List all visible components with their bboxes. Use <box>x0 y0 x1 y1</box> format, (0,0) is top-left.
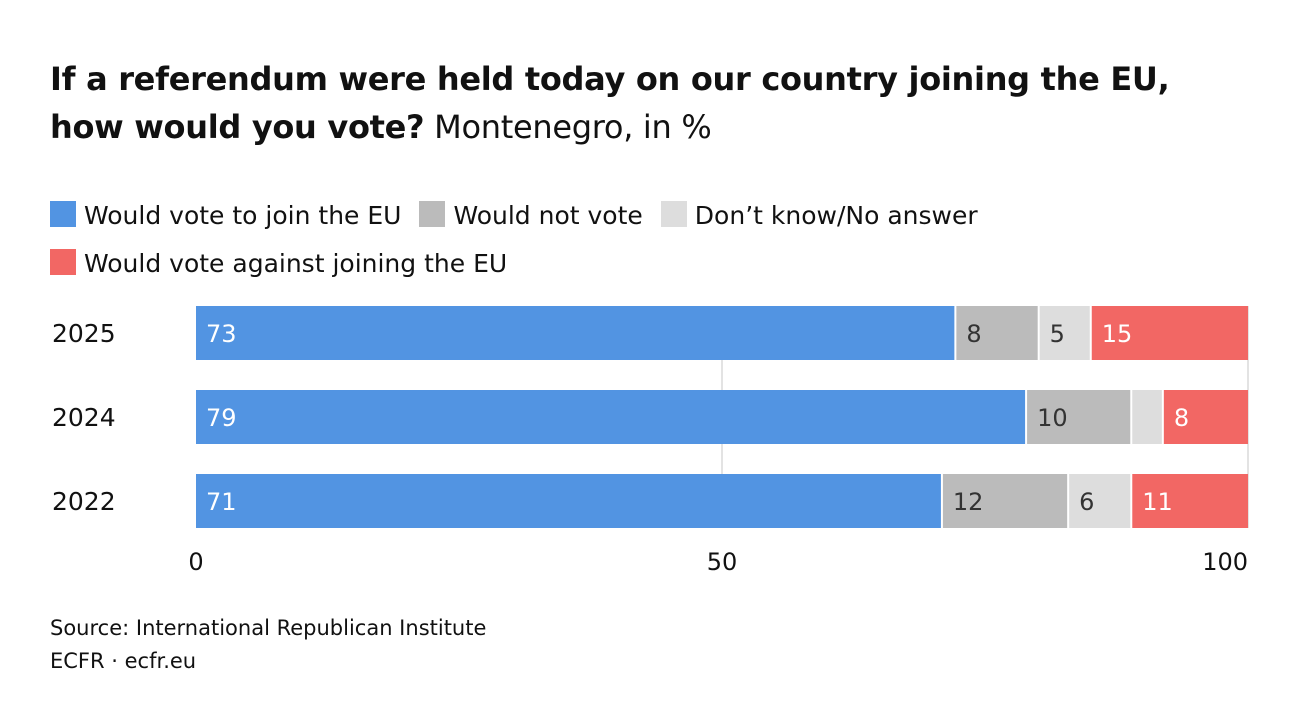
legend-label: Don’t know/No answer <box>694 201 978 230</box>
legend-swatch <box>50 249 76 275</box>
bar-segment <box>1039 306 1090 360</box>
chart-title: If a referendum were held today on our c… <box>50 55 1250 151</box>
legend-item: Would vote against joining the EU <box>50 240 507 288</box>
data-label: 73 <box>206 320 237 348</box>
legend: Would vote to join the EU Would not vote D… <box>50 192 1230 288</box>
bar-segment <box>196 390 1026 444</box>
legend-swatch <box>419 201 446 227</box>
bar-segment <box>1132 390 1162 444</box>
title-subtitle: Montenegro, in % <box>434 108 712 146</box>
legend-swatch <box>50 201 76 227</box>
bar-segment <box>1132 474 1248 528</box>
credit-text: ECFR · ecfr.eu <box>50 649 197 673</box>
x-tick-label: 50 <box>707 548 738 576</box>
data-label: 71 <box>206 488 237 516</box>
data-label: 11 <box>1142 488 1173 516</box>
category-label: 2022 <box>52 487 116 516</box>
bar-segment <box>942 474 1068 528</box>
data-label: 8 <box>966 320 981 348</box>
legend-label: Would vote against joining the EU <box>84 249 508 278</box>
x-tick-label: 0 <box>188 548 203 576</box>
bar-segment <box>1069 474 1131 528</box>
data-label: 15 <box>1102 320 1133 348</box>
bar-segment <box>1163 390 1248 444</box>
legend-item: Don’t know/No answer <box>660 192 978 240</box>
legend-item: Would vote to join the EU <box>50 192 401 240</box>
data-label: 10 <box>1037 404 1068 432</box>
data-label: 79 <box>206 404 237 432</box>
bar-segment <box>1091 306 1248 360</box>
legend-label: Would vote to join the EU <box>84 201 402 230</box>
category-label: 2024 <box>52 403 116 432</box>
legend-item: Would not vote <box>419 192 643 240</box>
bar-segment <box>196 474 941 528</box>
legend-label: Would not vote <box>453 201 643 230</box>
data-label: 6 <box>1079 488 1094 516</box>
title-question: If a referendum were held today on our c… <box>50 60 1170 146</box>
data-label: 12 <box>953 488 984 516</box>
data-label: 8 <box>1174 404 1189 432</box>
category-label: 2025 <box>52 319 116 348</box>
bar-segment <box>1027 390 1131 444</box>
bar-segment <box>196 306 955 360</box>
data-label: 5 <box>1050 320 1065 348</box>
source-text: Source: International Republican Institu… <box>50 616 487 640</box>
x-tick-label: 100 <box>1202 548 1248 576</box>
legend-swatch <box>660 201 687 227</box>
bar-segment <box>956 306 1038 360</box>
source-block: Source: International Republican Institu… <box>50 612 486 678</box>
